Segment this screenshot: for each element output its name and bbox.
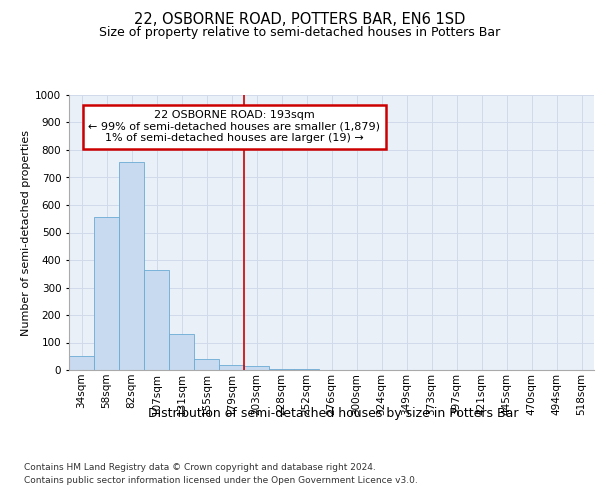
Bar <box>144 270 169 370</box>
Bar <box>169 334 194 370</box>
Text: Contains public sector information licensed under the Open Government Licence v3: Contains public sector information licen… <box>24 476 418 485</box>
Bar <box>269 368 294 370</box>
Text: Distribution of semi-detached houses by size in Potters Bar: Distribution of semi-detached houses by … <box>148 408 518 420</box>
Y-axis label: Number of semi-detached properties: Number of semi-detached properties <box>21 130 31 336</box>
Text: Size of property relative to semi-detached houses in Potters Bar: Size of property relative to semi-detach… <box>100 26 500 39</box>
Text: 22 OSBORNE ROAD: 193sqm
← 99% of semi-detached houses are smaller (1,879)
1% of : 22 OSBORNE ROAD: 193sqm ← 99% of semi-de… <box>88 110 380 144</box>
Bar <box>69 356 94 370</box>
Bar <box>244 366 269 370</box>
Bar <box>119 162 144 370</box>
Bar <box>219 365 244 370</box>
Bar <box>94 217 119 370</box>
Text: Contains HM Land Registry data © Crown copyright and database right 2024.: Contains HM Land Registry data © Crown c… <box>24 462 376 471</box>
Bar <box>194 359 219 370</box>
Text: 22, OSBORNE ROAD, POTTERS BAR, EN6 1SD: 22, OSBORNE ROAD, POTTERS BAR, EN6 1SD <box>134 12 466 28</box>
